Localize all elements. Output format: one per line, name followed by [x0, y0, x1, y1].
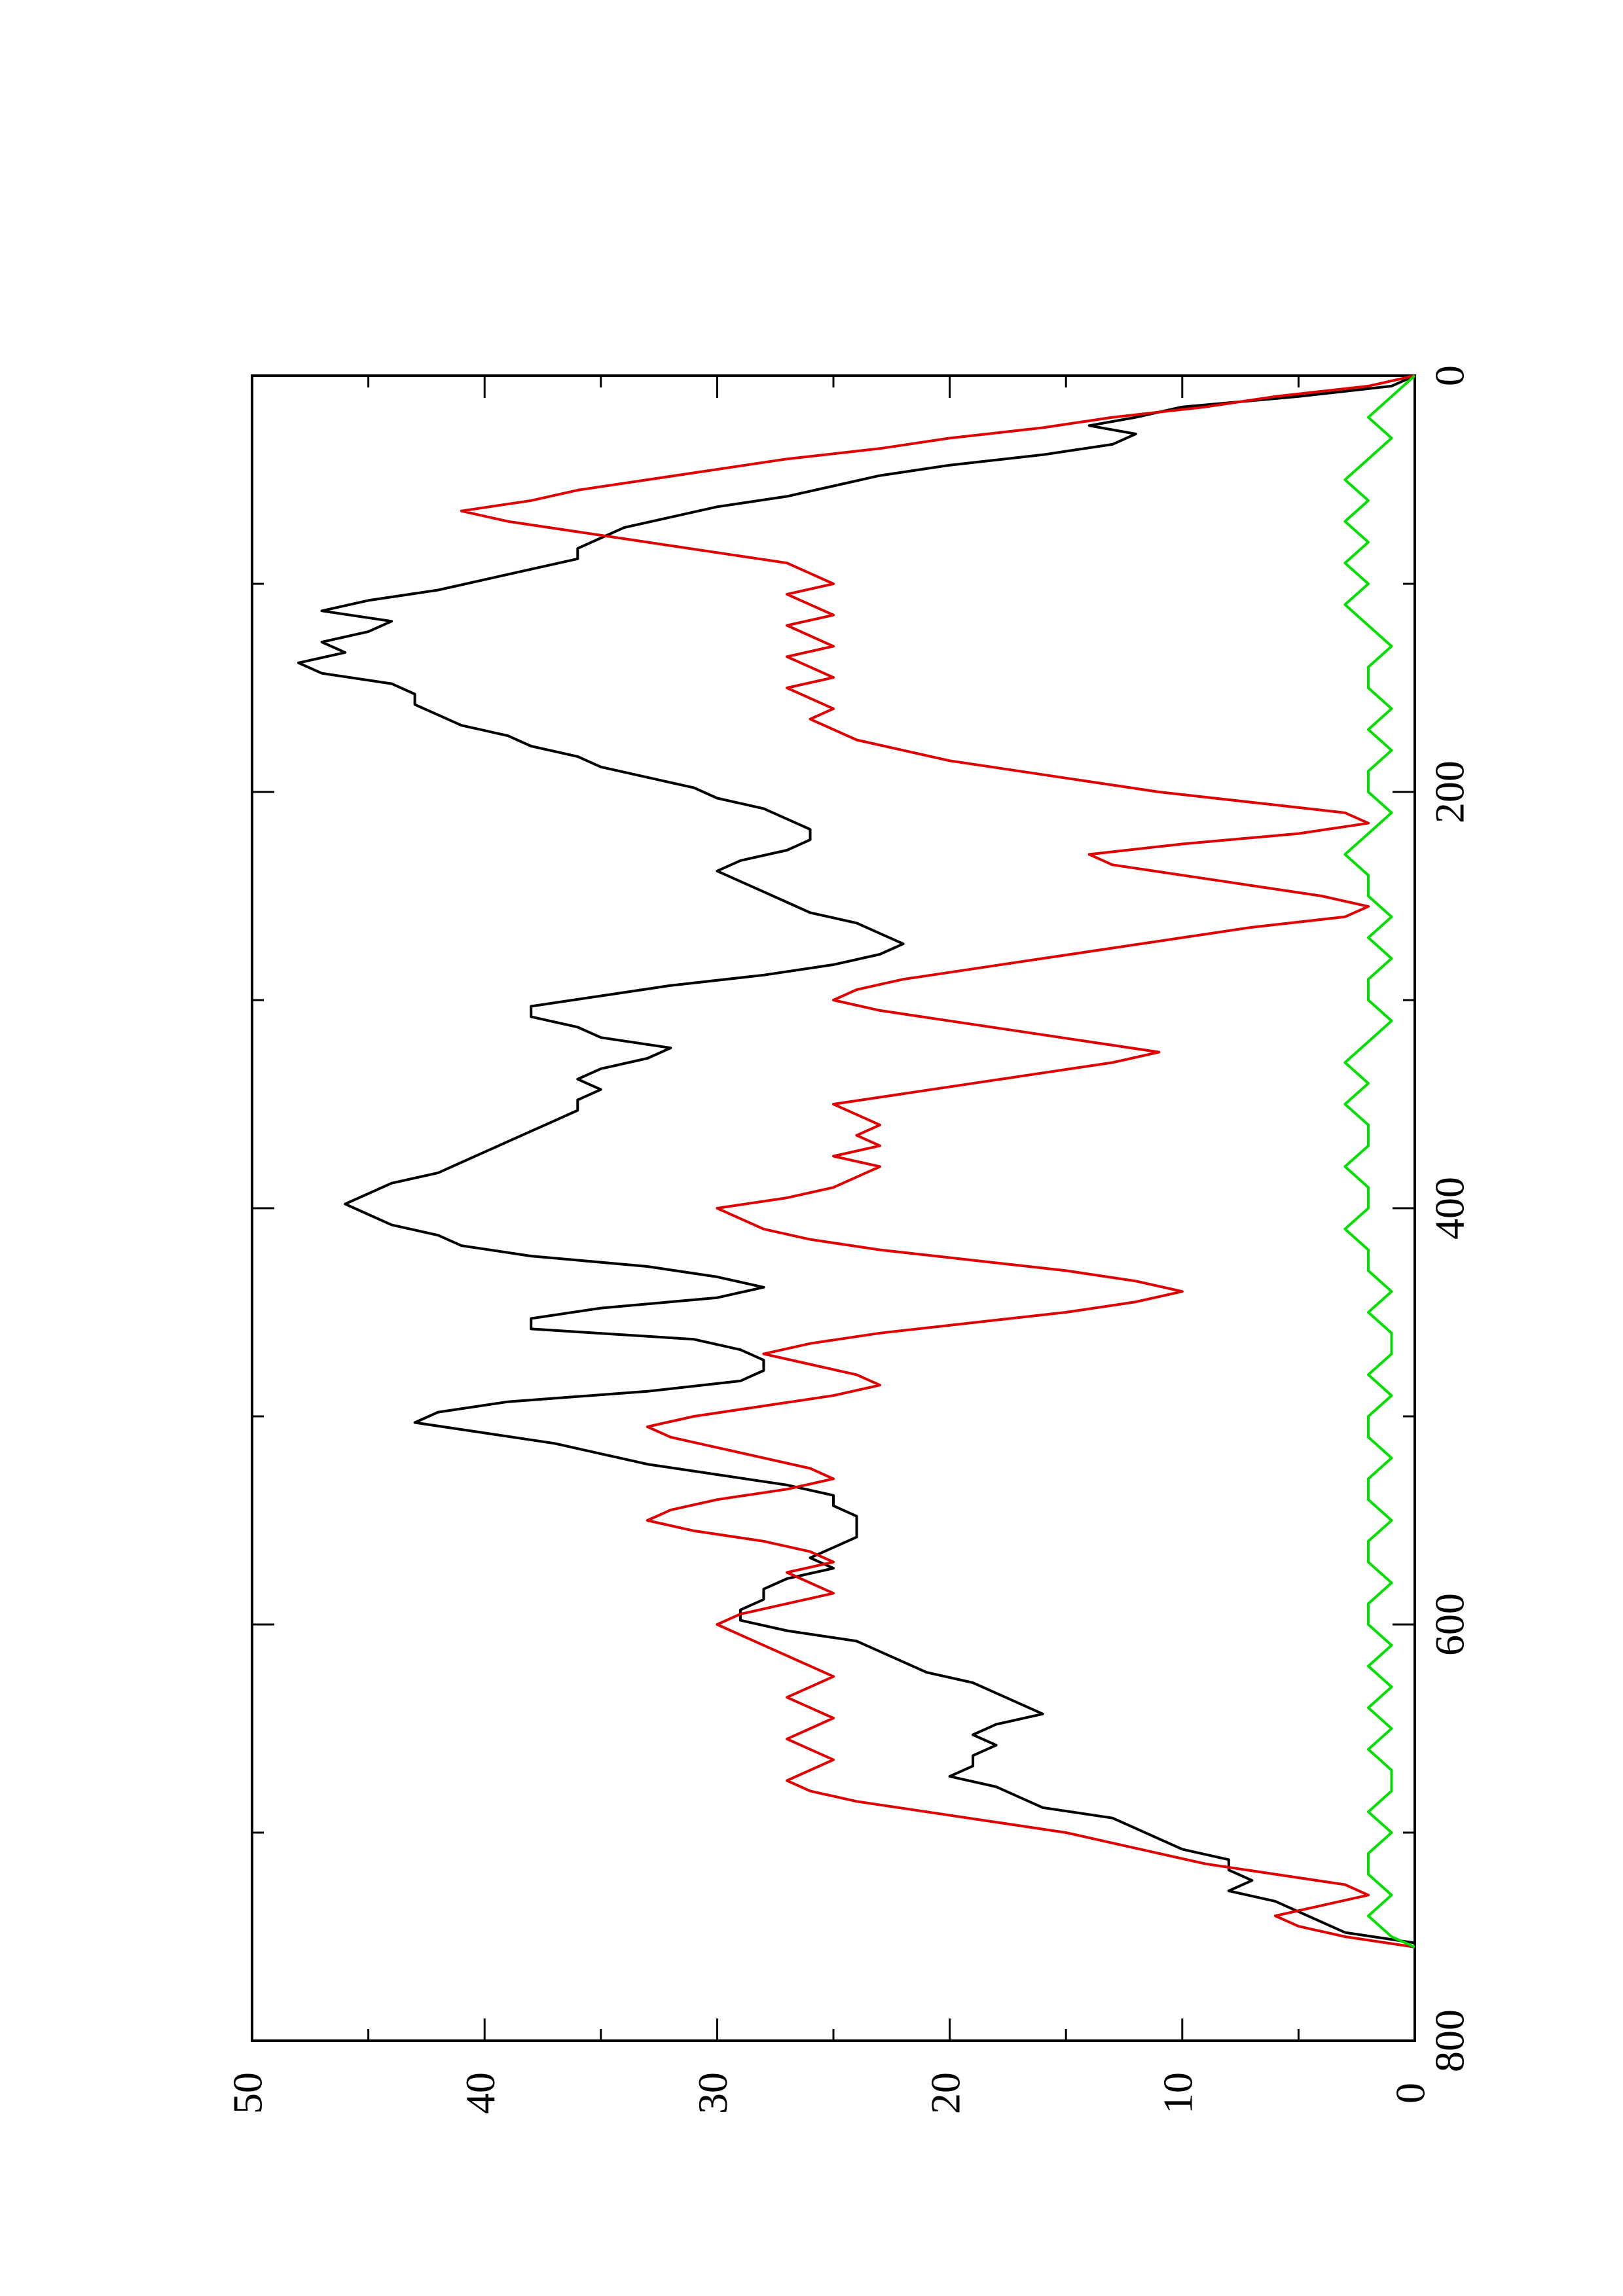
- series-line-3: [1343, 374, 1416, 1948]
- data-series: [297, 374, 1416, 1948]
- y-tick-label: 10: [1154, 2072, 1201, 2114]
- axis-tick-labels: 0 200 400 600 800 0 10 20 30 40 50: [225, 365, 1473, 2114]
- x-tick-label: 0: [1427, 365, 1473, 386]
- plot-frame: [251, 374, 1416, 2042]
- y-tick-label: 20: [922, 2072, 968, 2114]
- x-tick-label: 200: [1427, 761, 1473, 823]
- y-tick-label: 30: [689, 2072, 736, 2114]
- y-tick-label: 40: [457, 2072, 503, 2114]
- x-tick-label: 800: [1427, 2009, 1473, 2072]
- x-tick-label: 400: [1427, 1177, 1473, 1240]
- x-tick-label: 600: [1427, 1593, 1473, 1656]
- y-tick-label: 0: [1387, 2083, 1434, 2104]
- series-line-1: [297, 374, 1415, 1945]
- axis-ticks: [251, 374, 1416, 2042]
- series-line-2: [460, 374, 1415, 1948]
- y-tick-label: 50: [225, 2072, 271, 2114]
